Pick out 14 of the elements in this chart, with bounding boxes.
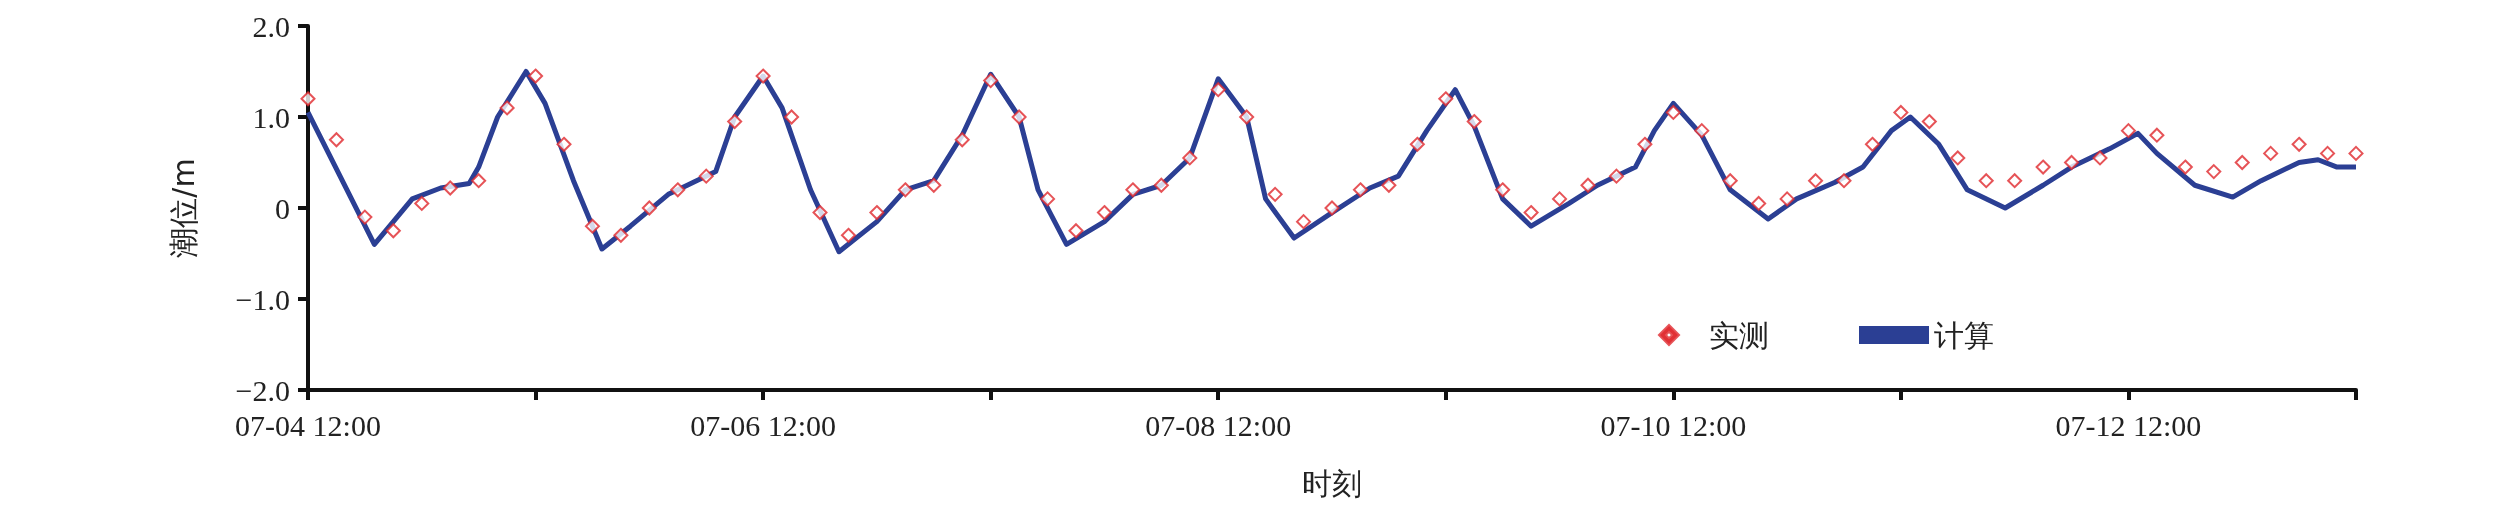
y-axis-title: 潮位/m — [165, 158, 201, 258]
y-tick-label: 1.0 — [252, 100, 290, 134]
x-tick-label: 07-04 12:00 — [235, 408, 381, 442]
y-tick-label: 2.0 — [252, 9, 290, 43]
legend-label: 计算 — [1934, 317, 1994, 353]
x-tick-label: 07-06 12:00 — [690, 408, 837, 442]
x-tick-label: 07-12 12:00 — [2055, 408, 2202, 442]
x-axis-title: 时刻 — [1302, 465, 1362, 501]
legend-label: 实测 — [1709, 317, 1769, 353]
y-tick-label: −1.0 — [235, 282, 290, 316]
y-tick-label: −2.0 — [235, 373, 290, 407]
y-tick-label: 0 — [275, 191, 290, 225]
x-tick-label: 07-10 12:00 — [1600, 408, 1747, 442]
x-tick-label: 07-08 12:00 — [1145, 408, 1292, 442]
